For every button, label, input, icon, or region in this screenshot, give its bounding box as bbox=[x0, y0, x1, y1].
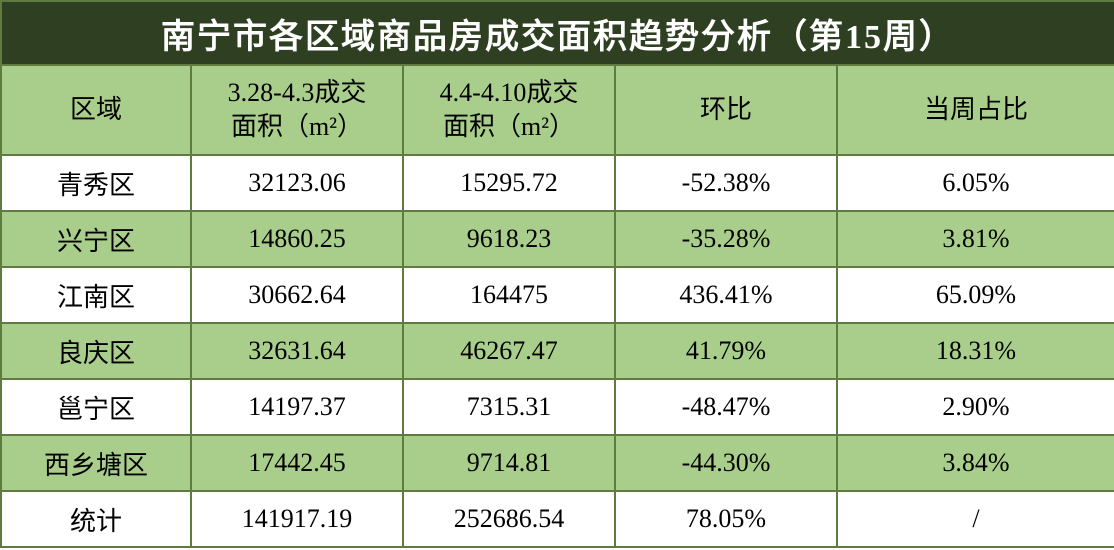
cell-region: 统计 bbox=[1, 491, 191, 547]
cell-value: 164475 bbox=[403, 267, 615, 323]
table-row: 西乡塘区 17442.45 9714.81 -44.30% 3.84% bbox=[1, 435, 1114, 491]
cell-value: 14197.37 bbox=[191, 379, 403, 435]
table-row: 江南区 30662.64 164475 436.41% 65.09% bbox=[1, 267, 1114, 323]
cell-value: 2.90% bbox=[837, 379, 1114, 435]
table-row: 良庆区 32631.64 46267.47 41.79% 18.31% bbox=[1, 323, 1114, 379]
cell-value: 6.05% bbox=[837, 155, 1114, 211]
cell-value: 3.81% bbox=[837, 211, 1114, 267]
cell-value: 9618.23 bbox=[403, 211, 615, 267]
table-title: 南宁市各区域商品房成交面积趋势分析（第15周） bbox=[1, 1, 1114, 65]
cell-value: 78.05% bbox=[615, 491, 837, 547]
cell-value: -44.30% bbox=[615, 435, 837, 491]
header-period1: 3.28-4.3成交面积（m²） bbox=[191, 65, 403, 155]
cell-value: 32631.64 bbox=[191, 323, 403, 379]
header-change: 环比 bbox=[615, 65, 837, 155]
cell-value: 14860.25 bbox=[191, 211, 403, 267]
cell-value: 32123.06 bbox=[191, 155, 403, 211]
cell-region: 西乡塘区 bbox=[1, 435, 191, 491]
header-row: 区域 3.28-4.3成交面积（m²） 4.4-4.10成交面积（m²） 环比 … bbox=[1, 65, 1114, 155]
cell-value: -48.47% bbox=[615, 379, 837, 435]
cell-value: -52.38% bbox=[615, 155, 837, 211]
real-estate-table: 南宁市各区域商品房成交面积趋势分析（第15周） 区域 3.28-4.3成交面积（… bbox=[0, 0, 1114, 548]
cell-value: 141917.19 bbox=[191, 491, 403, 547]
cell-value: 7315.31 bbox=[403, 379, 615, 435]
cell-region: 青秀区 bbox=[1, 155, 191, 211]
header-share: 当周占比 bbox=[837, 65, 1114, 155]
cell-region: 良庆区 bbox=[1, 323, 191, 379]
cell-region: 兴宁区 bbox=[1, 211, 191, 267]
cell-value: 65.09% bbox=[837, 267, 1114, 323]
cell-value: 436.41% bbox=[615, 267, 837, 323]
header-period2: 4.4-4.10成交面积（m²） bbox=[403, 65, 615, 155]
cell-value: 15295.72 bbox=[403, 155, 615, 211]
data-table: 南宁市各区域商品房成交面积趋势分析（第15周） 区域 3.28-4.3成交面积（… bbox=[0, 0, 1114, 548]
cell-value: 46267.47 bbox=[403, 323, 615, 379]
cell-value: 252686.54 bbox=[403, 491, 615, 547]
cell-value: -35.28% bbox=[615, 211, 837, 267]
cell-value: 3.84% bbox=[837, 435, 1114, 491]
cell-region: 邕宁区 bbox=[1, 379, 191, 435]
table-row: 青秀区 32123.06 15295.72 -52.38% 6.05% bbox=[1, 155, 1114, 211]
cell-value: 30662.64 bbox=[191, 267, 403, 323]
cell-value: 18.31% bbox=[837, 323, 1114, 379]
cell-value: / bbox=[837, 491, 1114, 547]
table-row: 兴宁区 14860.25 9618.23 -35.28% 3.81% bbox=[1, 211, 1114, 267]
header-region: 区域 bbox=[1, 65, 191, 155]
table-row-summary: 统计 141917.19 252686.54 78.05% / bbox=[1, 491, 1114, 547]
table-row: 邕宁区 14197.37 7315.31 -48.47% 2.90% bbox=[1, 379, 1114, 435]
title-row: 南宁市各区域商品房成交面积趋势分析（第15周） bbox=[1, 1, 1114, 65]
cell-value: 9714.81 bbox=[403, 435, 615, 491]
cell-value: 41.79% bbox=[615, 323, 837, 379]
cell-region: 江南区 bbox=[1, 267, 191, 323]
cell-value: 17442.45 bbox=[191, 435, 403, 491]
